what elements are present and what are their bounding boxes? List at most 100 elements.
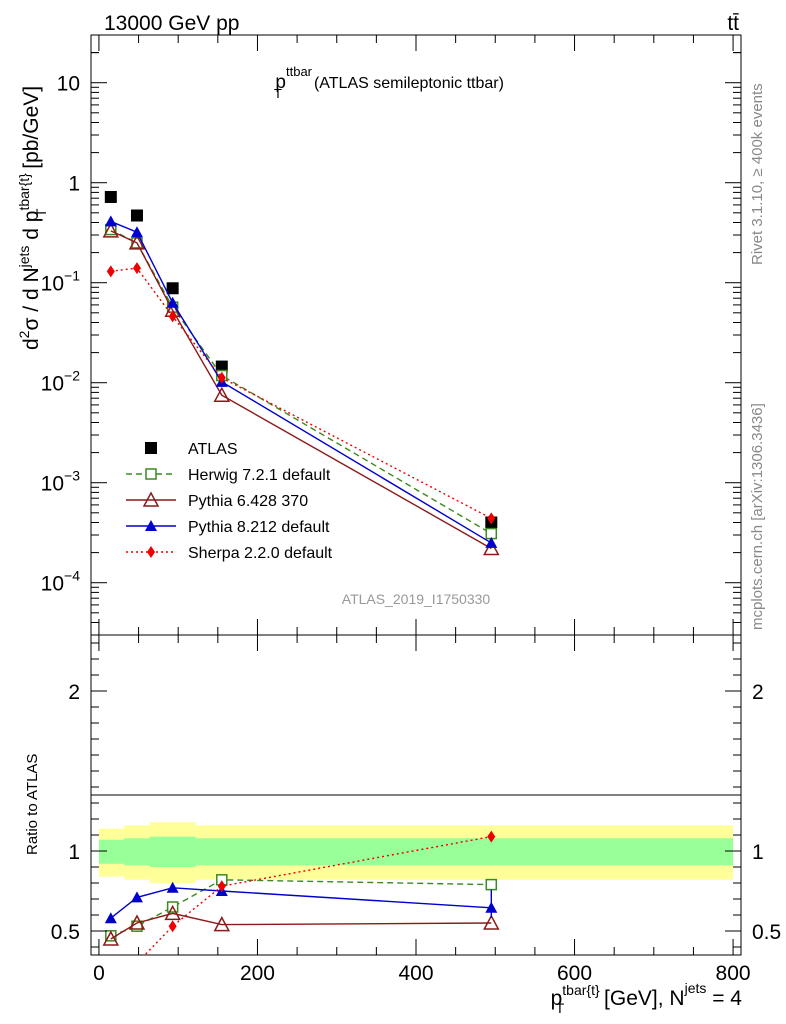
ratio-series [102, 830, 500, 955]
x-tick-label: 0 [93, 962, 105, 985]
ratio-point [485, 878, 498, 891]
ratio-point [487, 830, 496, 843]
ratio-axis-ticks: 0.5 0.5 1 1 2 2 0 200 400 600 800 [51, 635, 781, 985]
title-rest: (ATLAS semileptonic ttbar) [314, 75, 504, 92]
plot-title: pttbar T (ATLAS semileptonic ttbar) [274, 64, 504, 101]
ratio-point [164, 904, 181, 921]
legend-entry-pythia-8-212-default: Pythia 8.212 default [126, 519, 330, 536]
x-tick-label: 400 [398, 962, 433, 985]
ratio-ylabel: Ratio to ATLAS [24, 754, 41, 855]
x-tick-label: 200 [240, 962, 275, 985]
ratio-y-tick-label-left: 2 [68, 681, 80, 704]
y-tick-label: 10−3 [41, 468, 81, 496]
mcplots-label: mcplots.cern.ch [arXiv:1306.3436] [749, 403, 766, 630]
legend-label: Pythia 8.212 default [188, 519, 330, 536]
y-tick-base: 10 [41, 273, 64, 296]
data-point [168, 310, 177, 323]
data-point [217, 371, 226, 384]
data-point [483, 539, 500, 556]
legend-label: Herwig 7.2.1 default [188, 467, 331, 484]
ratio-point [102, 930, 120, 946]
ratio-point [130, 891, 143, 903]
data-point [166, 282, 179, 295]
data-point [130, 209, 143, 222]
legend-label: Sherpa 2.2.0 default [188, 545, 333, 562]
ratio-series-pythia-8-212-default [104, 881, 498, 924]
legend-marker [145, 520, 157, 531]
title-sup: ttbar [286, 64, 313, 79]
legend-label: ATLAS [188, 441, 238, 458]
ratio-panel: 0.5 0.5 1 1 2 2 0 200 400 600 800 Ratio to ATLAS [24, 634, 781, 985]
y-tick-label: 10−2 [41, 368, 81, 396]
ratio-series-herwig-7-2-1-default [105, 874, 498, 942]
y-tick-exp: −2 [64, 368, 80, 384]
data-point [104, 190, 117, 203]
data-point [487, 512, 496, 525]
main-ylabel: d2σ / d Njets d ptbar{t}T [pb/GeV] [16, 86, 49, 350]
main-series [102, 190, 500, 556]
data-point [213, 386, 231, 402]
ratio-point [166, 881, 179, 893]
header-process: tt̄ [727, 12, 739, 35]
data-point [128, 234, 146, 250]
series-line [110, 230, 492, 550]
y-tick-base: 10 [41, 473, 64, 496]
data-point [485, 536, 498, 548]
header-energy: 13000 GeV pp [104, 12, 239, 35]
data-point [132, 262, 141, 275]
legend-marker [145, 468, 157, 480]
ratio-point [128, 914, 146, 930]
ratio-y-tick-label-right: 1 [752, 841, 764, 864]
ratio-y-tick-label-left: 0.5 [51, 921, 80, 944]
watermark: ATLAS_2019_I1750330 [342, 591, 491, 607]
legend-marker [145, 442, 157, 454]
data-point [106, 265, 115, 278]
ratio-point [168, 920, 177, 933]
data-point [102, 222, 120, 238]
ratio-y-tick-label-left: 1 [68, 841, 80, 864]
ratio-y-tick-label-right: 2 [752, 681, 764, 704]
series-herwig-7-2-1-default [105, 223, 498, 540]
legend-label: Pythia 6.428 370 [188, 493, 308, 510]
y-tick-label: 10 [57, 73, 80, 96]
ratio-line [110, 879, 492, 937]
legend-marker [142, 491, 160, 507]
data-point [130, 226, 143, 238]
y-tick-label: 1 [68, 173, 80, 196]
ratio-series-pythia-6-428-370 [102, 904, 500, 946]
title-p: p [275, 72, 286, 93]
x-tick-label: 800 [716, 962, 751, 985]
legend-marker [147, 546, 155, 558]
legend-entry-sherpa-2-2-0-default: Sherpa 2.2.0 default [126, 545, 333, 562]
rivet-label: Rivet 3.1.10, ≥ 400k events [749, 83, 766, 265]
y-tick-exp: −3 [64, 468, 80, 484]
data-point [215, 360, 228, 373]
xlabel: ptbar{t} T [GeV], Njets = 4 [551, 980, 743, 1016]
data-point [104, 215, 117, 227]
legend-entry-atlas: ATLAS [145, 441, 238, 458]
series-pythia-6-428-370 [102, 222, 500, 556]
ratio-point [217, 880, 226, 893]
series-pythia-8-212-default [104, 215, 498, 548]
ratio-point [104, 912, 117, 924]
legend-entry-pythia-6-428-370: Pythia 6.428 370 [126, 491, 308, 510]
ratio-series-sherpa-2-2-0-default [143, 830, 496, 955]
ratio-line [110, 912, 492, 940]
legend-entry-herwig-7-2-1-default: Herwig 7.2.1 default [126, 467, 331, 484]
y-tick-label: 10−1 [41, 268, 81, 296]
uncertainty-band [98, 836, 734, 867]
ratio-point [483, 914, 500, 930]
title-sub: T [274, 86, 282, 101]
y-tick-base: 10 [41, 573, 64, 596]
data-point [166, 296, 179, 308]
series-line [110, 228, 492, 535]
series-sherpa-2-2-0-default [106, 262, 496, 525]
ratio-point [213, 916, 231, 932]
y-tick-label: 10−4 [41, 568, 81, 596]
y-tick-exp: −1 [64, 268, 80, 284]
y-tick-base: 10 [41, 373, 64, 396]
x-tick-label: 600 [557, 962, 592, 985]
ratio-y-tick-label-right: 0.5 [752, 921, 781, 944]
